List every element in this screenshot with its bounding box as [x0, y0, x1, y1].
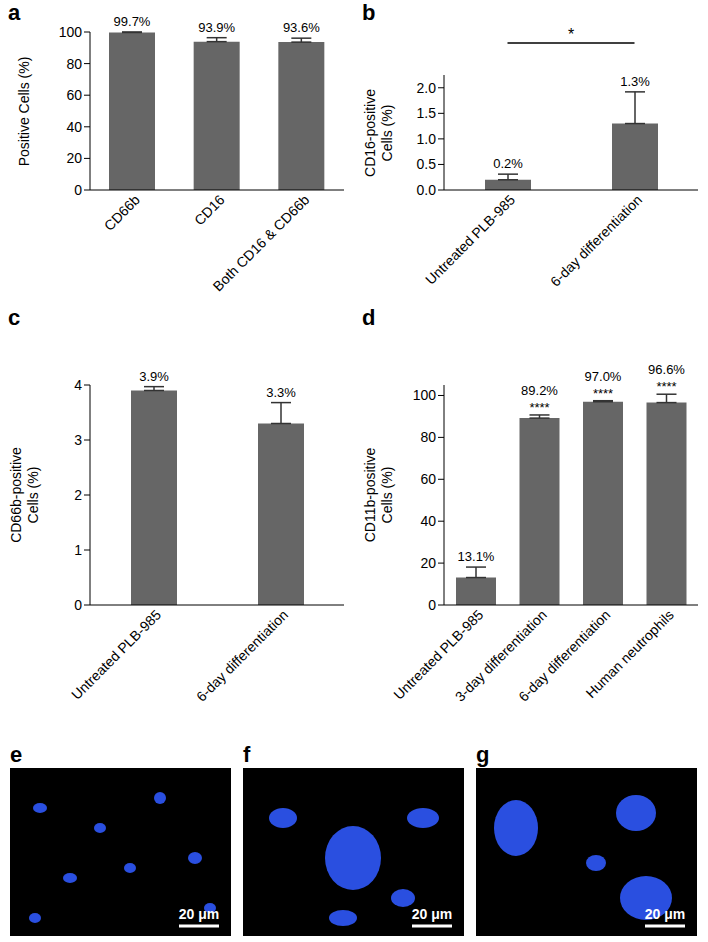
svg-text:13.1%: 13.1% [458, 549, 495, 564]
svg-text:20 μm: 20 μm [645, 906, 685, 922]
svg-text:40: 40 [420, 513, 436, 529]
html-text:b: b [362, 0, 376, 25]
svg-text:2: 2 [74, 487, 82, 503]
svg-text:0.0: 0.0 [417, 182, 437, 198]
svg-text:Untreated PLB-985: Untreated PLB-985 [422, 191, 518, 287]
svg-text:1.5: 1.5 [417, 105, 437, 121]
svg-text:99.7%: 99.7% [114, 14, 151, 29]
svg-text:97.0%: 97.0% [585, 369, 622, 384]
html-text:Cells (%): Cells (%) [379, 466, 395, 524]
html-text:CD16-positive: CD16-positive [362, 88, 378, 177]
svg-text:3: 3 [74, 432, 82, 448]
svg-text:3-day differentiation: 3-day differentiation [451, 606, 550, 705]
svg-text:100: 100 [59, 24, 83, 40]
svg-text:*: * [568, 26, 574, 43]
svg-text:0.5: 0.5 [417, 156, 437, 172]
svg-text:80: 80 [66, 56, 82, 72]
svg-text:Untreated PLB-985: Untreated PLB-985 [390, 606, 487, 703]
svg-text:1: 1 [74, 542, 82, 558]
html-text:f: f [243, 742, 251, 767]
html-text:a: a [8, 0, 21, 25]
svg-text:93.9%: 93.9% [198, 20, 235, 35]
svg-text:2.0: 2.0 [417, 80, 437, 96]
svg-text:93.6%: 93.6% [283, 20, 320, 35]
svg-text:1.3%: 1.3% [620, 74, 650, 89]
svg-text:1.0: 1.0 [417, 131, 437, 147]
svg-text:100: 100 [413, 387, 437, 403]
html-text:CD66b-positive: CD66b-positive [8, 447, 24, 543]
svg-text:3.9%: 3.9% [139, 369, 169, 384]
svg-text:80: 80 [420, 429, 436, 445]
svg-text:6-day differentiation: 6-day differentiation [515, 606, 614, 705]
svg-text:20 μm: 20 μm [179, 906, 219, 922]
svg-text:6-day differentiation: 6-day differentiation [193, 607, 291, 705]
html-text:g: g [476, 742, 490, 767]
html-text:Positive Cells (%): Positive Cells (%) [16, 56, 33, 166]
svg-text:****: **** [529, 400, 549, 415]
svg-text:3.3%: 3.3% [266, 385, 296, 400]
html-text:Cells (%): Cells (%) [379, 104, 395, 161]
svg-text:Untreated PLB-985: Untreated PLB-985 [68, 606, 164, 702]
svg-text:20 μm: 20 μm [412, 906, 452, 922]
svg-text:0: 0 [74, 182, 82, 198]
svg-text:0: 0 [74, 597, 82, 613]
svg-text:60: 60 [66, 87, 82, 103]
svg-text:4: 4 [74, 377, 82, 393]
svg-text:20: 20 [66, 150, 82, 166]
html-text:e: e [10, 742, 23, 767]
svg-text:89.2%: 89.2% [521, 383, 558, 398]
svg-text:CD66b: CD66b [101, 191, 143, 233]
svg-text:****: **** [593, 386, 613, 401]
html-text:c: c [8, 305, 21, 330]
svg-text:40: 40 [66, 119, 82, 135]
html-text:d: d [362, 305, 376, 330]
svg-text:0: 0 [428, 597, 436, 613]
html-text:Cells (%): Cells (%) [25, 466, 41, 524]
svg-text:Human neutrophils: Human neutrophils [582, 607, 676, 701]
svg-text:CD16: CD16 [191, 191, 228, 228]
svg-text:20: 20 [420, 555, 436, 571]
svg-text:****: **** [656, 379, 676, 394]
svg-text:96.6%: 96.6% [648, 362, 685, 377]
svg-text:0.2%: 0.2% [493, 156, 523, 171]
svg-text:6-day differentiation: 6-day differentiation [547, 192, 645, 290]
svg-text:60: 60 [420, 471, 436, 487]
html-text:CD11b-positive: CD11b-positive [362, 447, 378, 543]
svg-text:Both CD16 & CD66b: Both CD16 & CD66b [210, 191, 313, 294]
